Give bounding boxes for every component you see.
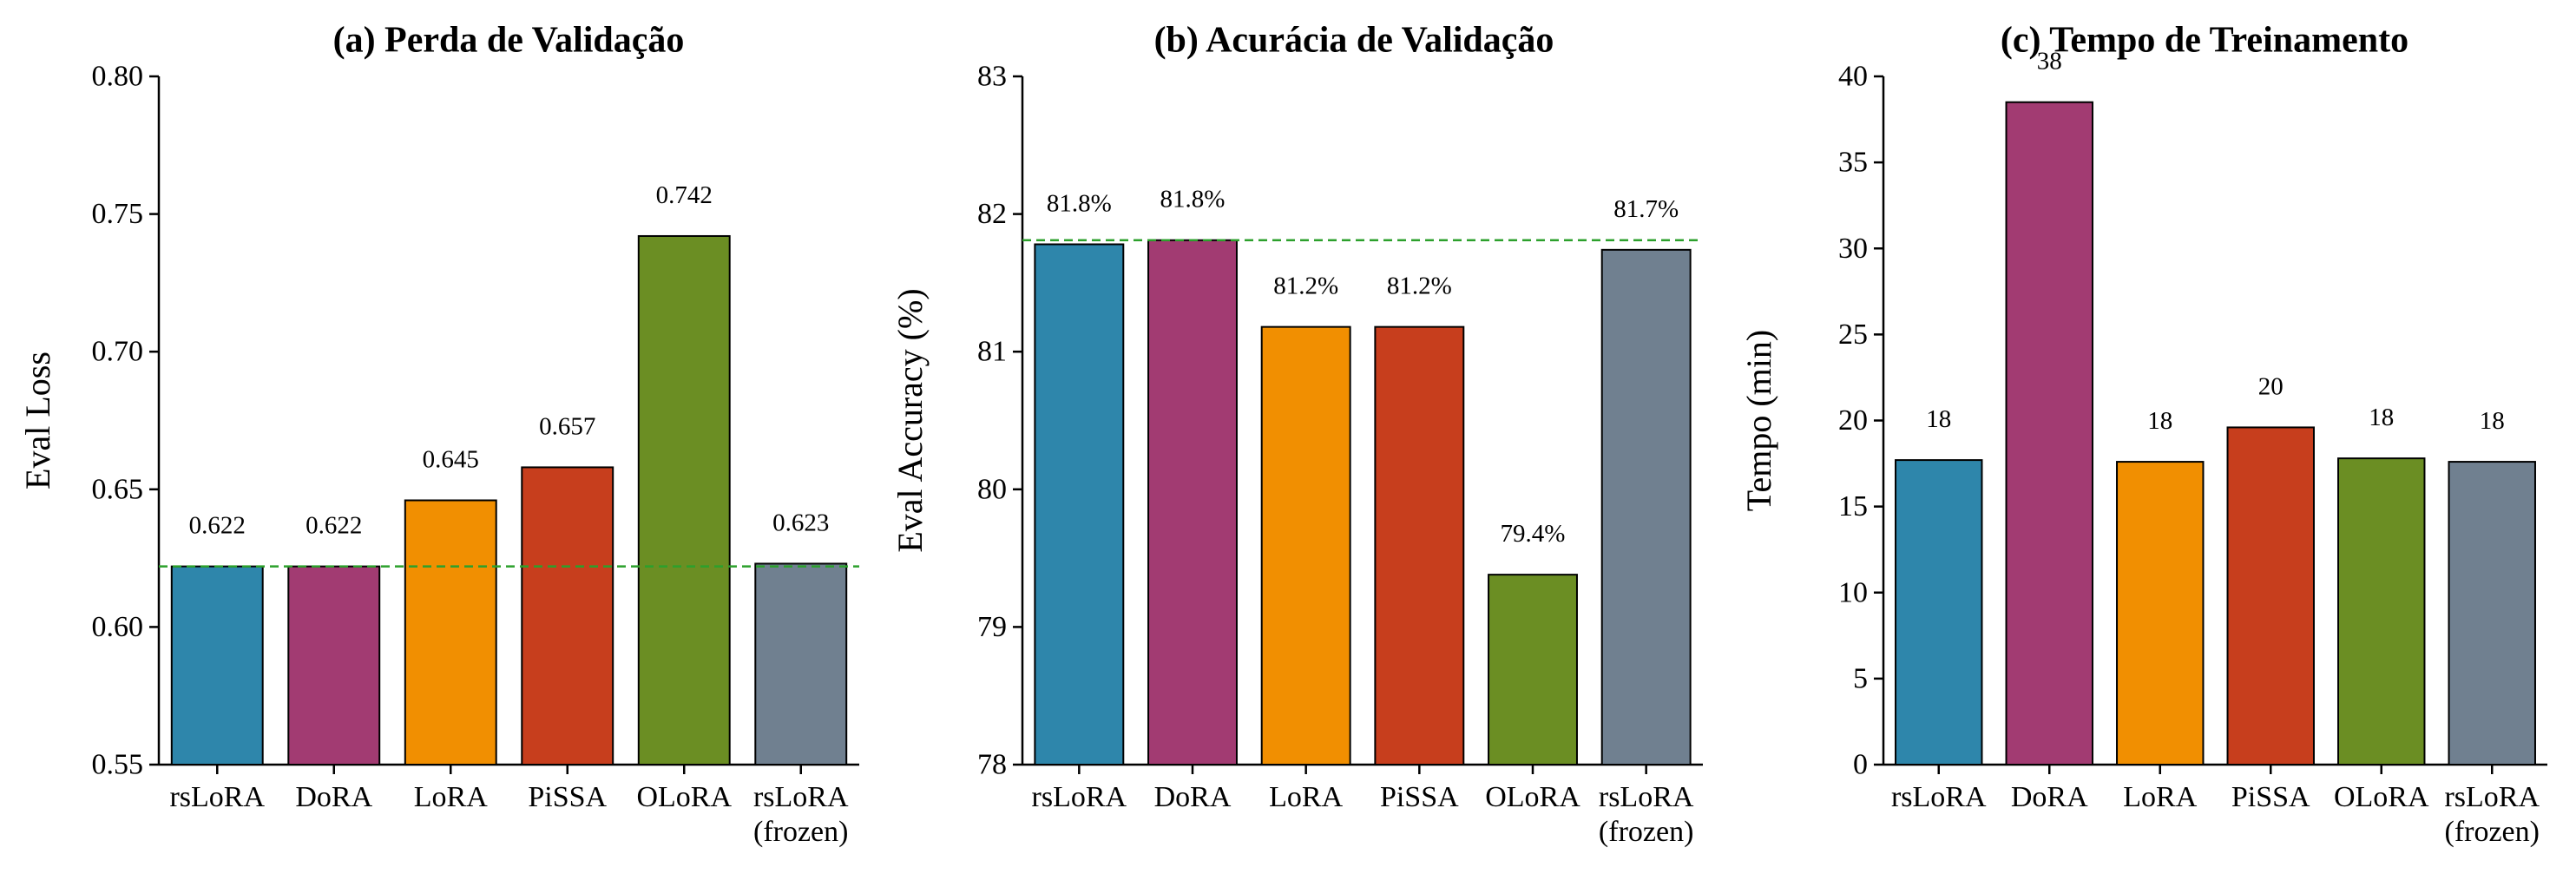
bar-pissa xyxy=(1374,325,1465,765)
y-axis-label: Eval Accuracy (%) xyxy=(890,288,930,552)
x-tick-label: rsLoRA xyxy=(1599,781,1694,813)
data-label: 0.622 xyxy=(306,512,362,540)
y-tick-label: 0.65 xyxy=(92,473,144,505)
x-tick-label: OLoRA xyxy=(2334,781,2429,813)
x-tick-label: LoRA xyxy=(414,781,488,813)
bar-olora xyxy=(637,234,731,765)
y-tick-label: 35 xyxy=(1838,147,1868,179)
bar-dora xyxy=(287,565,381,766)
data-label: 18 xyxy=(2480,407,2505,435)
x-tick-label: DoRA xyxy=(1154,781,1232,813)
bar-rslora-frozen xyxy=(754,562,848,765)
y-tick-label: 25 xyxy=(1838,319,1868,351)
x-tick-label: rsLoRA xyxy=(169,781,265,813)
data-label: 0.623 xyxy=(772,509,829,536)
x-tick-label: rsLoRA xyxy=(753,781,849,813)
x-tick-label: PiSSA xyxy=(2231,781,2310,813)
bar-rslora xyxy=(1895,459,1983,765)
data-label: 18 xyxy=(2147,407,2172,435)
data-label: 0.742 xyxy=(656,181,713,209)
data-label: 0.657 xyxy=(539,412,595,440)
chart-panel-1: (a) Perda de Validação Eval Loss 0.55 0.60 0… xyxy=(18,21,859,848)
x-tick-label: DoRA xyxy=(295,781,372,813)
y-tick-label: 81 xyxy=(977,336,1007,368)
y-tick-label: 0.75 xyxy=(92,198,144,230)
data-label: 79.4% xyxy=(1501,520,1566,548)
x-tick-label: (frozen) xyxy=(2445,816,2540,848)
data-label: 81.2% xyxy=(1273,273,1338,300)
y-tick-label: 40 xyxy=(1838,61,1868,93)
bar-dora xyxy=(2005,101,2093,766)
y-tick-label: 79 xyxy=(977,611,1007,643)
bar-lora xyxy=(404,499,497,765)
x-tick-label: rsLoRA xyxy=(2444,781,2540,813)
x-tick-label: PiSSA xyxy=(1380,781,1459,813)
data-label: 0.645 xyxy=(423,445,479,473)
data-label: 20 xyxy=(2258,372,2284,400)
bar-lora xyxy=(1260,325,1351,765)
y-tick-label: 82 xyxy=(977,198,1007,230)
chart-title: (a) Perda de Validação xyxy=(333,21,685,61)
bar-olora xyxy=(1488,574,1578,766)
data-label: 0.622 xyxy=(189,512,246,540)
data-label: 38 xyxy=(2037,48,2062,76)
y-tick-label: 0.70 xyxy=(92,336,144,368)
x-tick-label: rsLoRA xyxy=(1032,781,1127,813)
x-tick-label: LoRA xyxy=(2123,781,2197,813)
x-tick-label: (frozen) xyxy=(1599,816,1693,848)
bar-rslora-frozen xyxy=(1600,248,1692,765)
bar-rslora-frozen xyxy=(2448,461,2536,766)
y-tick-label: 0.80 xyxy=(92,61,144,93)
y-tick-label: 83 xyxy=(977,61,1007,93)
x-tick-label: PiSSA xyxy=(528,781,607,813)
bar-rslora xyxy=(170,565,264,766)
chart-title: (c) Tempo de Treinamento xyxy=(2001,21,2408,61)
y-tick-label: 5 xyxy=(1853,662,1868,694)
y-axis-label: Eval Loss xyxy=(18,352,57,489)
chart-panel-2: (b) Acurácia de Validação Eval Accuracy (… xyxy=(890,21,1703,848)
data-label: 81.8% xyxy=(1160,186,1226,214)
data-label: 18 xyxy=(1926,405,1951,433)
x-tick-label: OLoRA xyxy=(1485,781,1580,813)
chart-panel-3: (c) Tempo de Treinamento Tempo (min) 0 5 10 1… xyxy=(1739,21,2547,848)
y-axis-label: Tempo (min) xyxy=(1739,330,1778,511)
chart-title: (b) Acurácia de Validação xyxy=(1154,21,1554,61)
bar-lora xyxy=(2116,461,2205,766)
bar-rslora xyxy=(1034,243,1125,765)
y-tick-label: 20 xyxy=(1838,404,1868,437)
data-label: 81.2% xyxy=(1387,273,1452,300)
y-tick-label: 15 xyxy=(1838,490,1868,522)
x-tick-label: LoRA xyxy=(1269,781,1343,813)
bar-pissa xyxy=(2226,426,2315,765)
y-tick-label: 0.55 xyxy=(92,749,144,781)
bar-pissa xyxy=(521,466,614,765)
x-tick-label: DoRA xyxy=(2011,781,2088,813)
data-label: 81.7% xyxy=(1613,195,1679,223)
data-label: 18 xyxy=(2369,404,2394,431)
y-tick-label: 10 xyxy=(1838,576,1868,608)
bar-dora xyxy=(1147,239,1238,765)
y-tick-label: 80 xyxy=(977,473,1007,505)
y-tick-label: 30 xyxy=(1838,233,1868,265)
y-tick-label: 78 xyxy=(977,749,1007,781)
bar-olora xyxy=(2337,457,2426,765)
x-tick-label: OLoRA xyxy=(636,781,732,813)
x-tick-label: (frozen) xyxy=(753,816,848,848)
data-label: 81.8% xyxy=(1047,189,1112,217)
y-tick-label: 0.60 xyxy=(92,611,144,643)
x-tick-label: rsLoRA xyxy=(1891,781,1987,813)
y-tick-label: 0 xyxy=(1853,749,1868,781)
